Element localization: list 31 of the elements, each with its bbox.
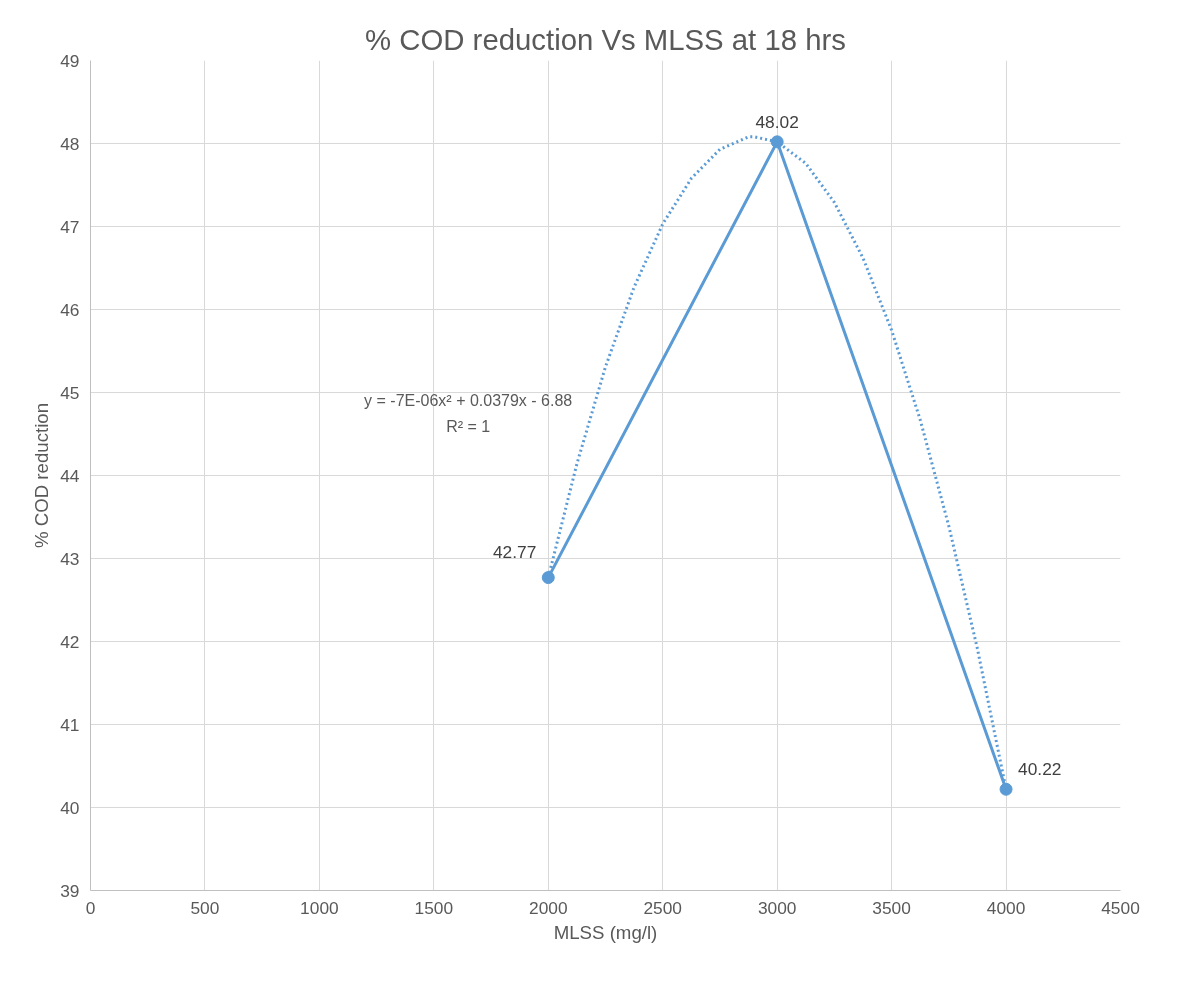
y-tick-label: 40: [60, 797, 80, 818]
x-axis-title: MLSS (mg/l): [553, 921, 658, 943]
x-tick-label: 1500: [414, 897, 454, 918]
y-tick-label: 48: [60, 133, 80, 154]
y-tick-label: 43: [60, 548, 80, 569]
data-label: 42.77: [492, 541, 537, 562]
y-tick-label: 49: [60, 50, 80, 71]
data-label: 48.02: [755, 111, 799, 132]
y-tick-label: 42: [60, 631, 80, 652]
x-tick-label: 3500: [872, 897, 911, 918]
y-tick-label: 41: [60, 714, 80, 735]
point: [541, 571, 555, 585]
point: [999, 782, 1013, 796]
y-tick-label: 47: [60, 216, 80, 237]
y-tick-label: 45: [60, 382, 80, 403]
data-label: 40.22: [1018, 759, 1062, 780]
x-tick-label: 500: [190, 897, 220, 918]
x-tick-label: 4500: [1101, 897, 1140, 918]
x-tick-label: 0: [85, 897, 96, 918]
x-tick-label: 3000: [757, 897, 797, 918]
y-tick-label: 44: [60, 465, 80, 486]
y-tick-label: 39: [60, 880, 80, 901]
x-tick-label: 1000: [300, 897, 339, 918]
x-tick-label: 2500: [643, 897, 683, 918]
y-axis-title: % COD reduction: [31, 402, 53, 549]
annotation: R² = 1: [446, 418, 491, 436]
annotation: y = -7E-06x² + 0.0379x - 6.88: [364, 392, 573, 410]
chart-title: % COD reduction Vs MLSS at 18 hrs: [365, 22, 846, 56]
x-tick-label: 2000: [529, 897, 568, 918]
y-tick-label: 46: [60, 299, 80, 320]
x-tick-label: 4000: [986, 897, 1026, 918]
